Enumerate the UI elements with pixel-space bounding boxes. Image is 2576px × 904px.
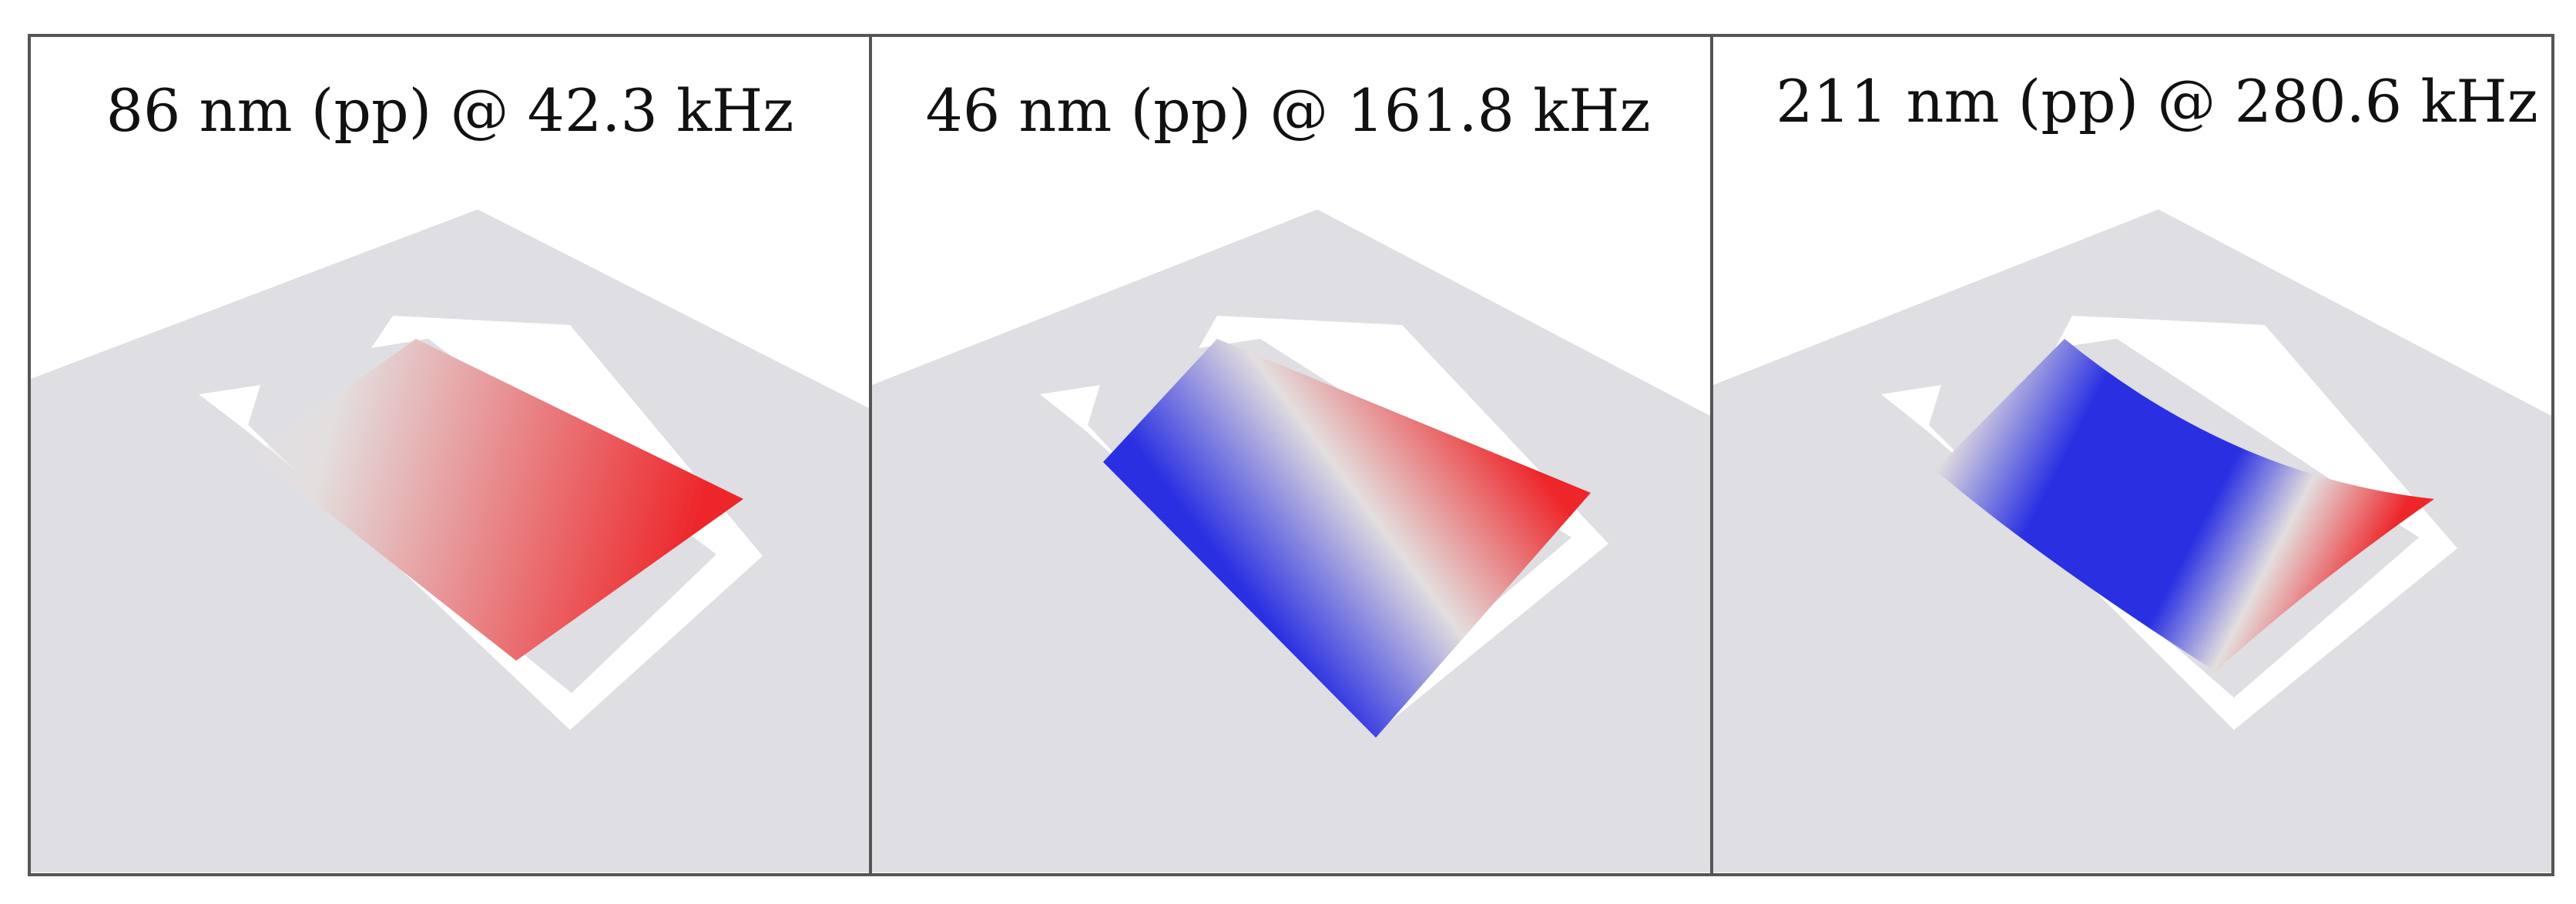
panel-1: 86 nm (pp) @ 42.3 kHz [28, 34, 872, 876]
panel-1-cantilever [254, 339, 743, 661]
panel-2: 46 nm (pp) @ 161.8 kHz [869, 34, 1713, 876]
panel-3-cantilever [1935, 339, 2434, 671]
panel-3: 211 nm (pp) @ 280.6 kHz [1710, 34, 2554, 876]
panel-1-frame [199, 316, 763, 730]
panel-1-title: 86 nm (pp) @ 42.3 kHz [106, 76, 794, 145]
panel-3-title: 211 nm (pp) @ 280.6 kHz [1776, 67, 2537, 136]
panel-2-title: 46 nm (pp) @ 161.8 kHz [925, 76, 1650, 145]
panel-3-frame [1881, 316, 2457, 730]
panel-2-cantilever [1103, 339, 1591, 738]
